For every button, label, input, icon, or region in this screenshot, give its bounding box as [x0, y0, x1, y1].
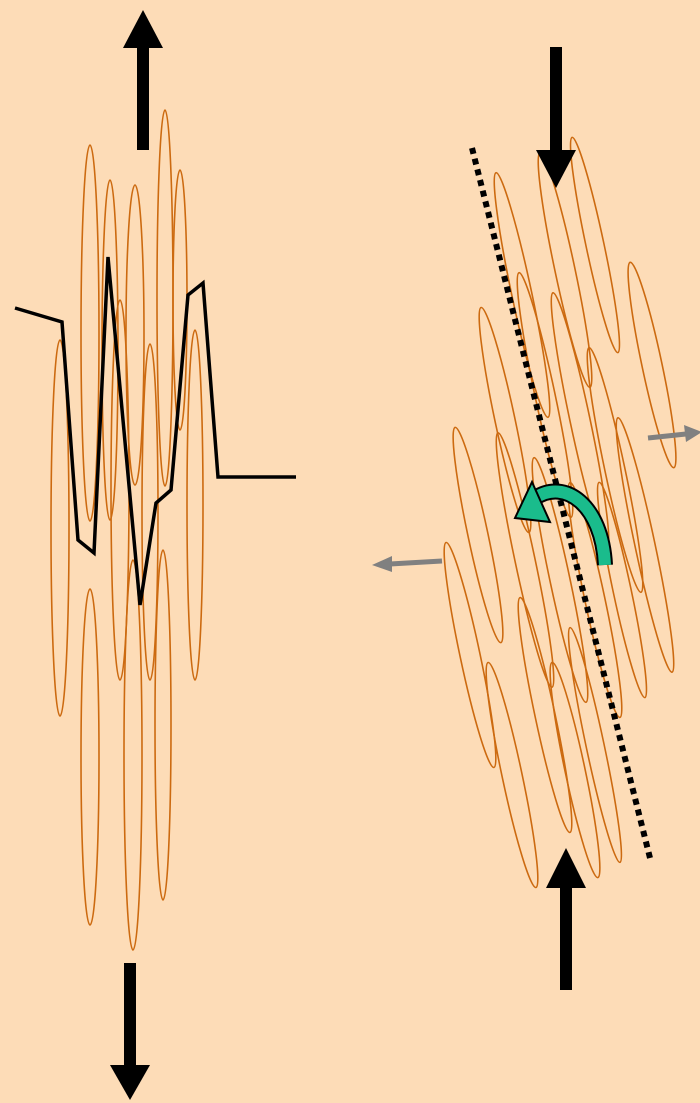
lens — [567, 626, 623, 864]
waveform — [14, 256, 296, 606]
lens — [50, 339, 70, 717]
lens — [154, 549, 172, 901]
lens — [495, 432, 555, 688]
rotation-arrow — [513, 479, 613, 566]
lens — [627, 261, 677, 469]
lens — [443, 541, 497, 769]
arrow-head — [513, 479, 552, 524]
stress-arrows — [110, 10, 586, 1100]
arrow-head — [110, 1065, 150, 1100]
lens — [80, 588, 100, 926]
arrow-shaft — [550, 47, 562, 152]
lens — [485, 661, 539, 889]
arrow-head — [123, 10, 163, 48]
right-lenses — [443, 136, 677, 889]
arrow-shaft — [647, 431, 687, 441]
arrow-shaft — [137, 45, 149, 150]
lens — [531, 456, 589, 704]
arrow-shaft — [560, 885, 572, 990]
lens — [586, 346, 644, 594]
extension-arrows — [372, 425, 700, 572]
lens — [549, 661, 601, 879]
lens — [186, 329, 204, 681]
lens — [569, 136, 621, 354]
arrow-head — [684, 425, 700, 442]
arrow-head — [536, 150, 576, 188]
arrow-head — [372, 556, 392, 572]
lens — [80, 144, 100, 522]
lens — [596, 481, 648, 699]
lens — [452, 426, 504, 644]
arrow-body — [531, 485, 611, 566]
fault-line — [469, 147, 653, 859]
arrow-shaft — [389, 558, 443, 567]
arrow-shaft — [124, 963, 136, 1068]
left-lenses — [50, 109, 204, 951]
lens — [141, 343, 159, 681]
lens — [123, 559, 143, 951]
arrow-head — [546, 848, 586, 888]
lens — [615, 417, 675, 673]
